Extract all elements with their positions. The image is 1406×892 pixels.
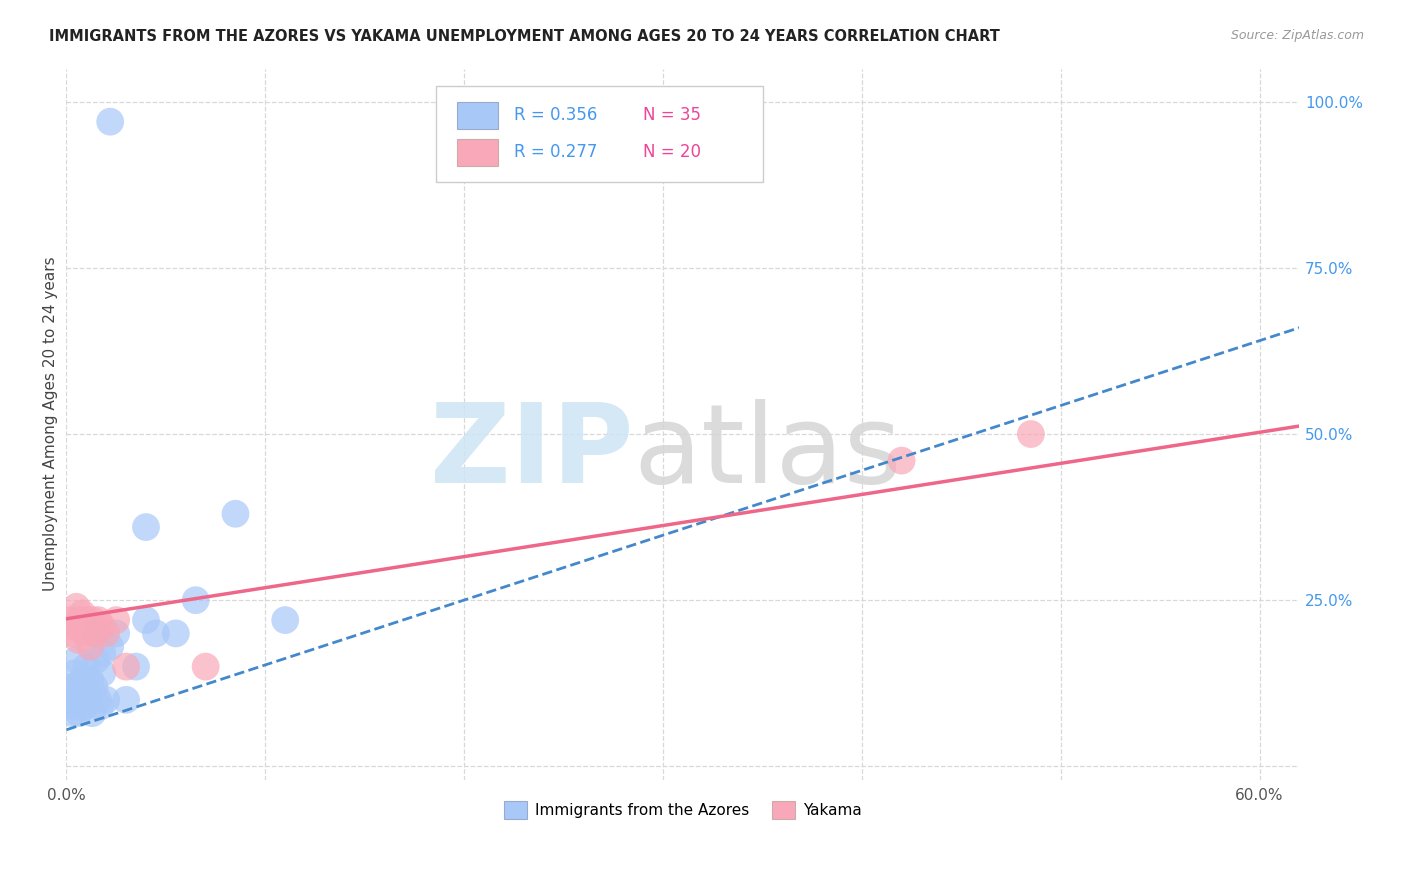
Point — [69, 686, 91, 700]
Point — [79, 673, 101, 687]
Point — [274, 613, 297, 627]
Point — [115, 693, 138, 707]
Point — [84, 626, 107, 640]
Point — [115, 659, 138, 673]
Point — [135, 520, 157, 534]
Point — [91, 646, 114, 660]
Point — [63, 699, 86, 714]
Text: IMMIGRANTS FROM THE AZORES VS YAKAMA UNEMPLOYMENT AMONG AGES 20 TO 24 YEARS CORR: IMMIGRANTS FROM THE AZORES VS YAKAMA UNE… — [49, 29, 1000, 44]
Point — [65, 653, 87, 667]
Point — [890, 453, 912, 467]
Point — [91, 666, 114, 681]
Point — [65, 693, 87, 707]
Point — [82, 613, 104, 627]
Point — [96, 693, 118, 707]
Point — [75, 659, 97, 673]
Text: N = 35: N = 35 — [644, 106, 702, 125]
Bar — [457, 139, 498, 166]
Point — [65, 599, 87, 614]
Text: atlas: atlas — [634, 399, 903, 506]
Text: ZIP: ZIP — [430, 399, 634, 506]
Point — [62, 680, 84, 694]
Point — [77, 693, 100, 707]
Legend: Immigrants from the Azores, Yakama: Immigrants from the Azores, Yakama — [498, 795, 868, 825]
Point — [91, 620, 114, 634]
Point — [65, 680, 87, 694]
Text: Source: ZipAtlas.com: Source: ZipAtlas.com — [1230, 29, 1364, 42]
Point — [59, 613, 82, 627]
Point — [87, 693, 110, 707]
Point — [135, 613, 157, 627]
Point — [69, 613, 91, 627]
Point — [145, 626, 167, 640]
Point — [125, 659, 148, 673]
Point — [73, 626, 96, 640]
Point — [79, 640, 101, 654]
FancyBboxPatch shape — [436, 87, 763, 182]
Point — [96, 626, 118, 640]
Point — [75, 613, 97, 627]
Point — [98, 640, 121, 654]
Point — [184, 593, 207, 607]
Text: R = 0.277: R = 0.277 — [515, 144, 598, 161]
Point — [75, 686, 97, 700]
Point — [72, 607, 94, 621]
Point — [59, 693, 82, 707]
Point — [165, 626, 187, 640]
Point — [83, 680, 105, 694]
Point — [84, 653, 107, 667]
Point — [67, 706, 90, 720]
Point — [224, 507, 246, 521]
Point — [194, 659, 217, 673]
Point — [105, 626, 128, 640]
Point — [82, 706, 104, 720]
Point — [72, 673, 94, 687]
Point — [63, 666, 86, 681]
Point — [89, 699, 111, 714]
Point — [87, 613, 110, 627]
Point — [73, 699, 96, 714]
Point — [1019, 427, 1042, 442]
Y-axis label: Unemployment Among Ages 20 to 24 years: Unemployment Among Ages 20 to 24 years — [44, 257, 58, 591]
Point — [62, 626, 84, 640]
Point — [63, 620, 86, 634]
Point — [67, 633, 90, 648]
Point — [105, 613, 128, 627]
Point — [98, 114, 121, 128]
Text: R = 0.356: R = 0.356 — [515, 106, 598, 125]
Text: N = 20: N = 20 — [644, 144, 702, 161]
Point — [84, 626, 107, 640]
Bar — [457, 102, 498, 129]
Point — [62, 706, 84, 720]
